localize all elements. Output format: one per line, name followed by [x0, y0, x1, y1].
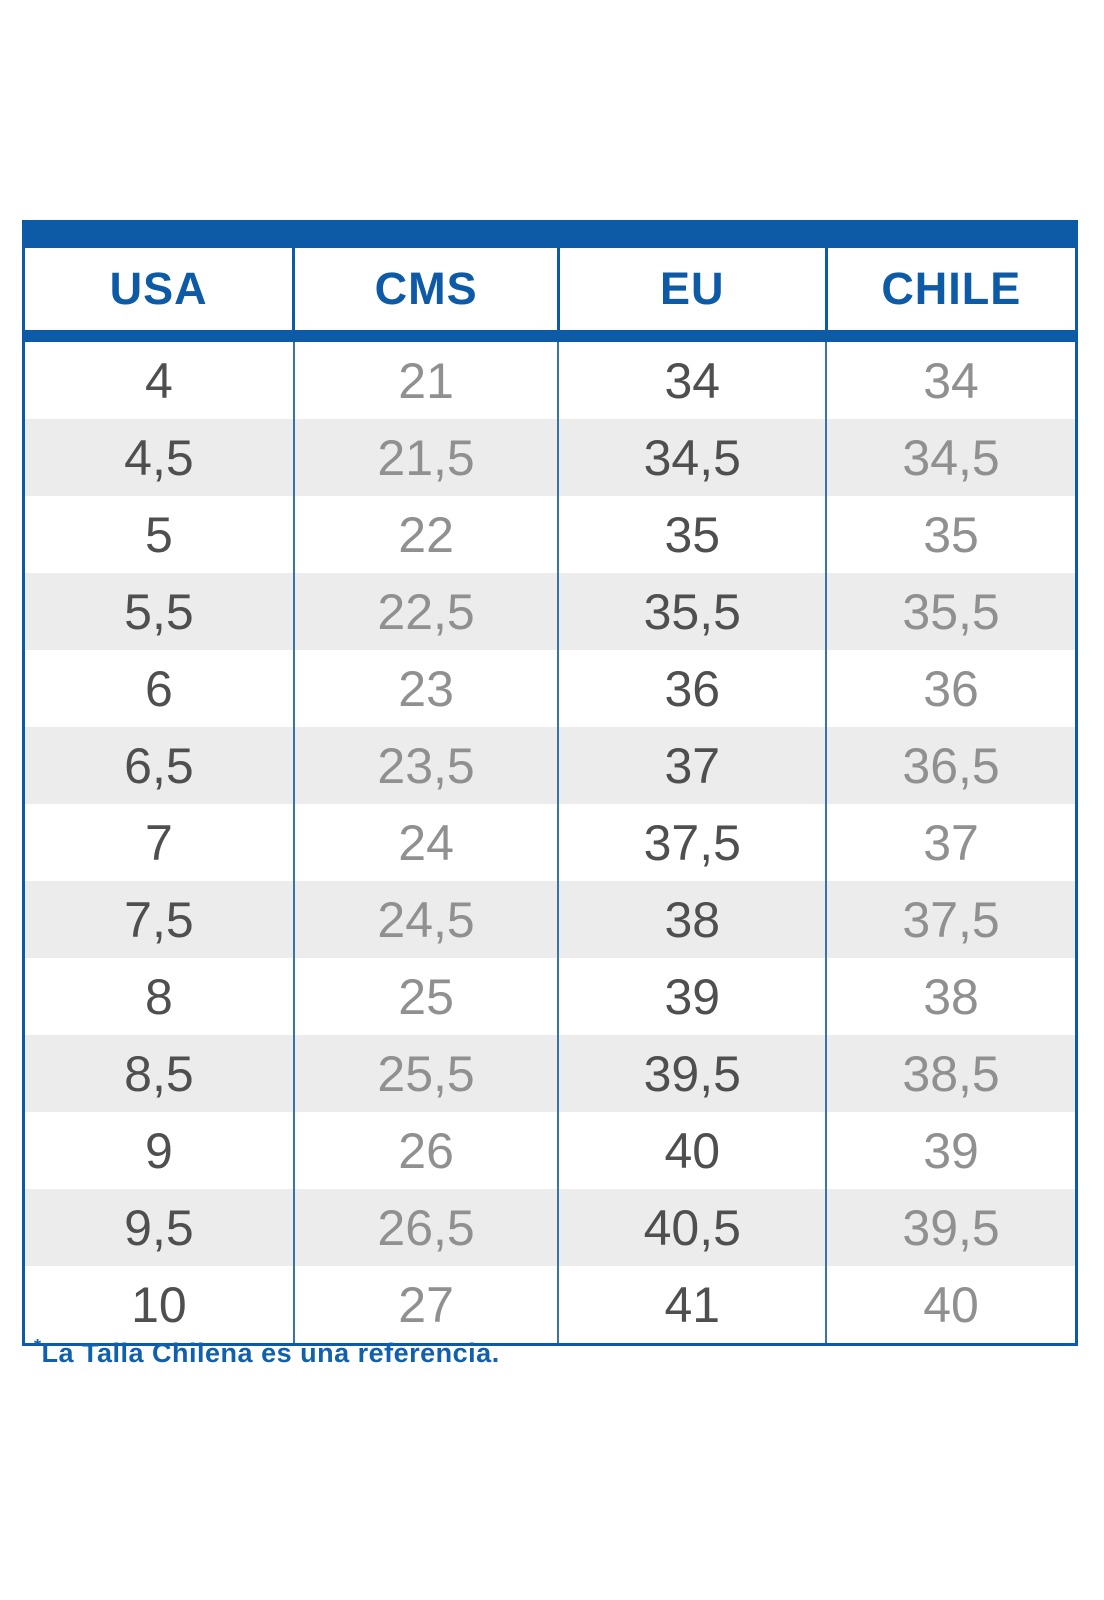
- table-cell: 34,5: [557, 419, 827, 496]
- table-cell: 36,5: [825, 727, 1075, 804]
- footnote-text: La Talla Chilena es una referencia.: [41, 1338, 500, 1368]
- table-row: 9 26 40 39: [25, 1112, 1075, 1189]
- table-cell: 34: [557, 336, 827, 419]
- table-cell: 7: [144, 814, 173, 871]
- table-row: 5,5 22,5 35,5 35,5: [25, 573, 1075, 650]
- table-row: 4 21 34 34: [25, 336, 1075, 419]
- table-cell: 39: [557, 958, 827, 1035]
- table-cell: 26,5: [292, 1189, 559, 1266]
- table-cell: 37: [557, 727, 827, 804]
- table-cell: 36: [825, 650, 1075, 727]
- table-row: 7,5 24,5 38 37,5: [25, 881, 1075, 958]
- table-cell: 5,5: [124, 583, 194, 640]
- table-cell: 21: [292, 336, 559, 419]
- table-cell: 23: [292, 650, 559, 727]
- table-cell: 37: [825, 804, 1075, 881]
- table-row: 5 22 35 35: [25, 496, 1075, 573]
- table-row: 6,5 23,5 37 36,5: [25, 727, 1075, 804]
- table-row: 6 23 36 36: [25, 650, 1075, 727]
- table-cell: 40: [557, 1112, 827, 1189]
- table-row: 10 27 41 40: [25, 1266, 1075, 1343]
- table-cell: 35,5: [557, 573, 827, 650]
- table-cell: 7,5: [124, 891, 194, 948]
- table-cell: 10: [131, 1276, 187, 1333]
- footnote: *La Talla Chilena es una referencia.: [34, 1336, 500, 1369]
- table-cell: 24: [292, 804, 559, 881]
- table-cell: 38: [557, 881, 827, 958]
- table-row: 9,5 26,5 40,5 39,5: [25, 1189, 1075, 1266]
- table-cell: 9,5: [124, 1199, 194, 1256]
- table-cell: 22,5: [292, 573, 559, 650]
- table-cell: 27: [292, 1266, 559, 1343]
- table-row: 4,5 21,5 34,5 34,5: [25, 419, 1075, 496]
- table-cell: 40: [825, 1266, 1075, 1343]
- top-accent-bar: [25, 223, 1075, 248]
- table-cell: 39: [825, 1112, 1075, 1189]
- footnote-asterisk: *: [34, 1336, 42, 1356]
- table-row: 8 25 39 38: [25, 958, 1075, 1035]
- table-cell: 6: [144, 660, 173, 717]
- table-cell: 35: [825, 496, 1075, 573]
- table-cell: 38: [825, 958, 1075, 1035]
- table-cell: 6,5: [124, 737, 194, 794]
- table-cell: 4,5: [124, 429, 194, 486]
- table-cell: 38,5: [825, 1035, 1075, 1112]
- table-cell: 21,5: [292, 419, 559, 496]
- table-cell: 22: [292, 496, 559, 573]
- table-cell: 39,5: [825, 1189, 1075, 1266]
- column-header-eu: EU: [556, 248, 827, 342]
- size-table: USA CMS EU CHILE 4 21 34 34 4,5 21,5 34,…: [25, 248, 1075, 1343]
- table-cell: 41: [557, 1266, 827, 1343]
- table-row: 8,5 25,5 39,5 38,5: [25, 1035, 1075, 1112]
- table-cell: 4: [144, 352, 173, 409]
- table-cell: 34,5: [825, 419, 1075, 496]
- table-cell: 9: [144, 1122, 173, 1179]
- table-cell: 37,5: [557, 804, 827, 881]
- column-header-cms: CMS: [292, 248, 559, 342]
- table-cell: 35,5: [825, 573, 1075, 650]
- table-cell: 39,5: [557, 1035, 827, 1112]
- table-cell: 5: [144, 506, 173, 563]
- table-cell: 25: [292, 958, 559, 1035]
- table-cell: 26: [292, 1112, 559, 1189]
- table-cell: 36: [557, 650, 827, 727]
- table-cell: 8: [144, 968, 173, 1025]
- table-cell: 8,5: [124, 1045, 194, 1102]
- column-header-chile: CHILE: [824, 248, 1075, 342]
- table-cell: 24,5: [292, 881, 559, 958]
- table-cell: 40,5: [557, 1189, 827, 1266]
- size-conversion-table: USA CMS EU CHILE 4 21 34 34 4,5 21,5 34,…: [22, 220, 1078, 1346]
- table-cell: 35: [557, 496, 827, 573]
- table-cell: 37,5: [825, 881, 1075, 958]
- column-header-usa: USA: [25, 248, 294, 342]
- table-row: 7 24 37,5 37: [25, 804, 1075, 881]
- table-cell: 23,5: [292, 727, 559, 804]
- table-cell: 25,5: [292, 1035, 559, 1112]
- table-cell: 34: [825, 336, 1075, 419]
- header-row: USA CMS EU CHILE: [25, 248, 1075, 342]
